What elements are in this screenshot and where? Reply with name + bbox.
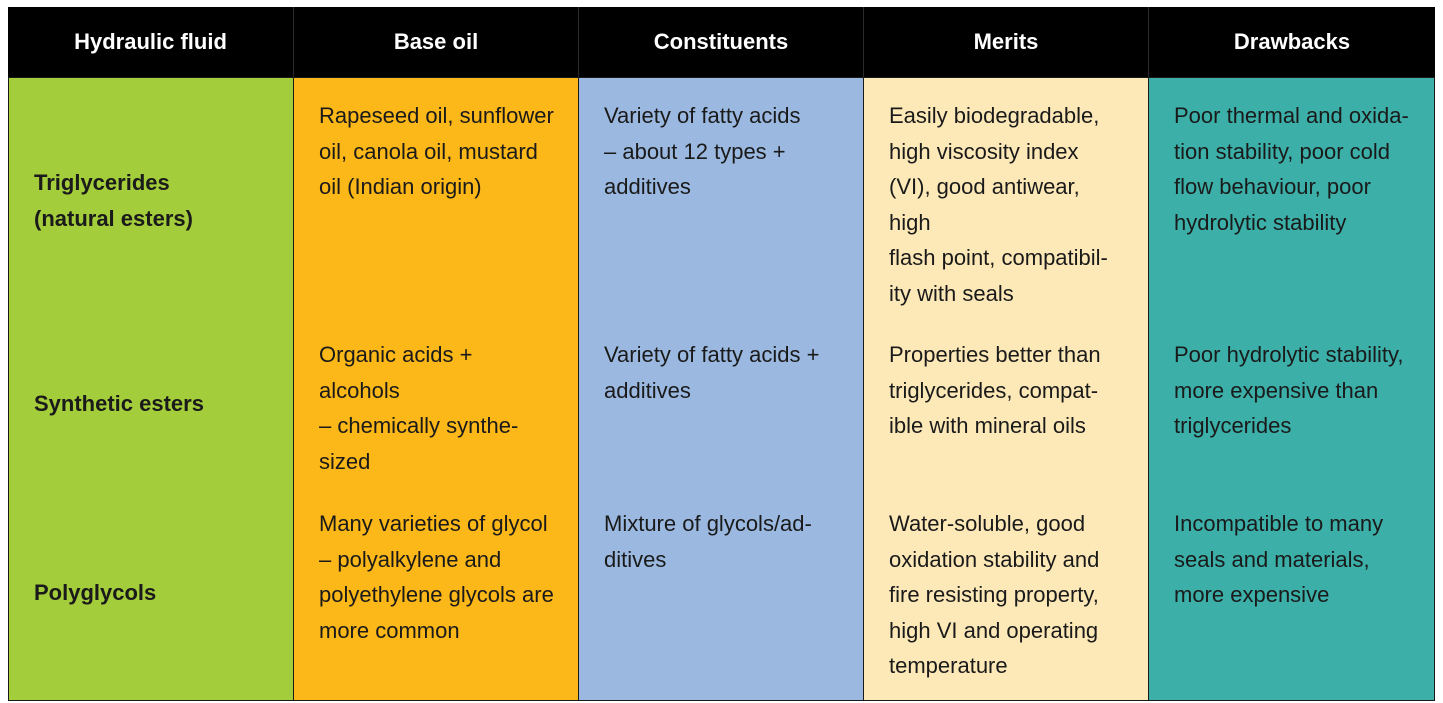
- table-header: Hydraulic fluid Base oil Constituents Me…: [8, 7, 1435, 77]
- cell-hydraulic-fluid: Triglycerides (natural esters): [8, 78, 293, 323]
- header-hydraulic-fluid: Hydraulic fluid: [74, 29, 227, 54]
- cell-hydraulic-fluid: Synthetic esters: [8, 317, 293, 491]
- cell-base-oil: Organic acids + alcohols – chemically sy…: [293, 317, 578, 491]
- header-drawbacks: Drawbacks: [1148, 7, 1435, 77]
- table-row-triglycerides: Triglycerides (natural esters) Rapeseed …: [8, 77, 1435, 323]
- header-constituents: Constituents: [578, 7, 863, 77]
- cell-base-oil: Many varieties of glycol – polyalkylene …: [293, 486, 578, 700]
- cell-drawbacks: Incompatible to many seals and materials…: [1148, 486, 1435, 700]
- cell-merits: Water-soluble, good oxidation stability …: [863, 486, 1148, 700]
- cell-base-oil: Rapeseed oil, sunflower oil, canola oil,…: [293, 78, 578, 323]
- cell-constituents: Variety of fatty acids + additives: [578, 317, 863, 491]
- cell-drawbacks: Poor hydrolytic stability, more expensiv…: [1148, 317, 1435, 491]
- hydraulic-fluids-table: Hydraulic fluid Base oil Constituents Me…: [8, 7, 1435, 701]
- cell-hydraulic-fluid: Polyglycols: [8, 486, 293, 700]
- cell-constituents: Mixture of glycols/ad- ditives: [578, 486, 863, 700]
- table-row-polyglycols: Polyglycols Many varieties of glycol – p…: [8, 485, 1435, 701]
- table-row-synthetic-esters: Synthetic esters Organic acids + alcohol…: [8, 316, 1435, 491]
- cell-merits: Properties better than triglycerides, co…: [863, 317, 1148, 491]
- cell-drawbacks: Poor thermal and oxida- tion stability, …: [1148, 78, 1435, 323]
- header-merits: Merits: [863, 7, 1148, 77]
- cell-constituents: Variety of fatty acids – about 12 types …: [578, 78, 863, 323]
- cell-merits: Easily biodegradable, high viscosity ind…: [863, 78, 1148, 323]
- header-base-oil: Base oil: [293, 7, 578, 77]
